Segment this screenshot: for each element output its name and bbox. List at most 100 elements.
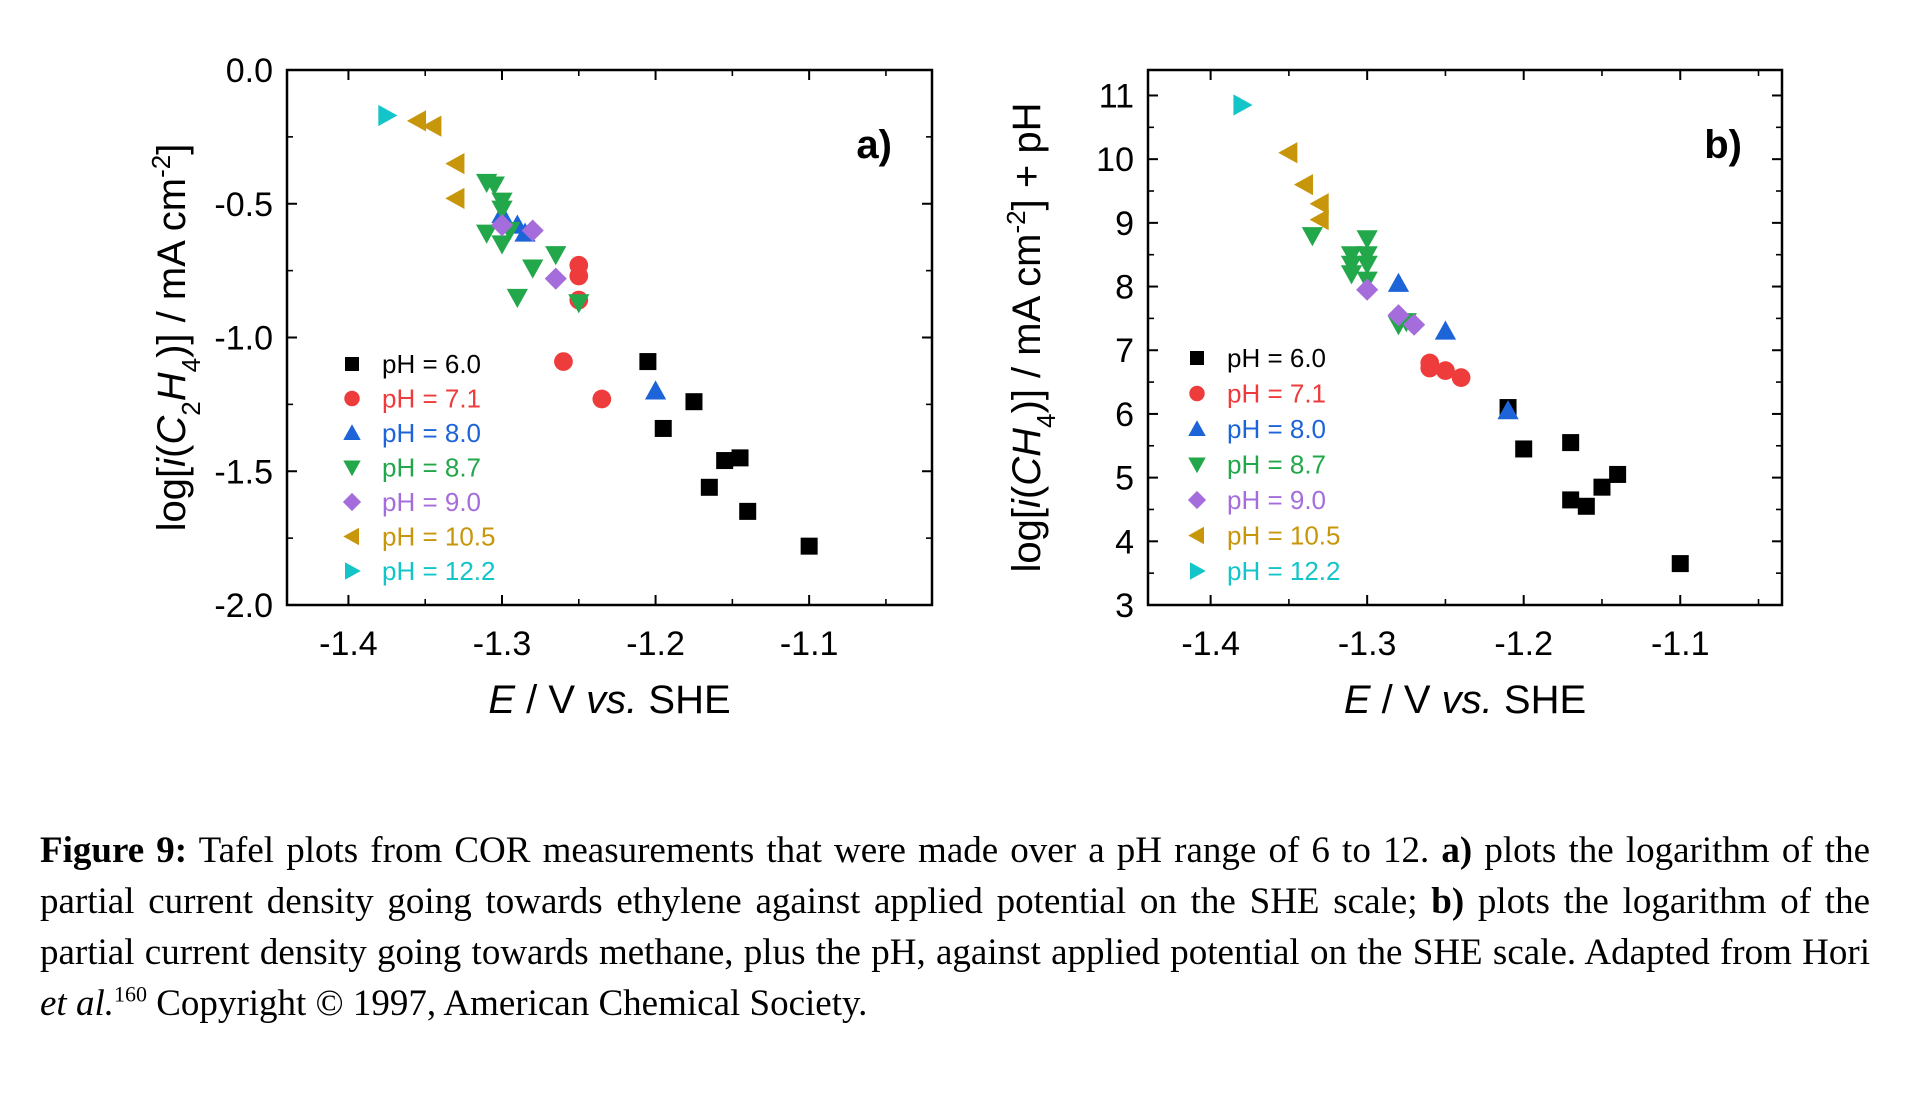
data-point [1278, 142, 1298, 164]
panel-a-ethylene-chart: -1.4 -1.3 -1.2 -1.1 -2.0 -1.5 -1.0 -0.5 0.0 a) E /… [146, 52, 934, 722]
legend-label-ph-8-0: pH = 8.0 [382, 418, 481, 448]
data-point [491, 200, 513, 220]
data-point [1577, 497, 1595, 515]
legend-label-ph-7-1: pH = 7.1 [382, 384, 481, 414]
data-point [654, 419, 672, 437]
series-ph-6-0 [639, 353, 818, 555]
data-point [1451, 368, 1471, 387]
x-tick-label: -1.3 [473, 625, 532, 663]
data-point [1609, 465, 1627, 483]
data-point [522, 259, 544, 279]
data-point [800, 537, 818, 555]
series-ph-8-7 [476, 173, 590, 314]
legend-label-ph-9-0: pH = 9.0 [382, 487, 481, 517]
legend-marker-ph-12-2 [345, 562, 361, 580]
caption-b-label: b) [1431, 881, 1465, 922]
panel-label: a) [856, 123, 892, 167]
x-tick-label: -1.1 [1651, 625, 1710, 663]
caption-figure-label: Figure 9: [40, 830, 188, 871]
panel-label: b) [1704, 123, 1742, 167]
data-point [506, 288, 528, 308]
series-ph-8-0 [1387, 272, 1519, 420]
legend: pH = 6.0 pH = 7.1 pH = 8.0 pH = 8.7 pH = 9.0… [1187, 343, 1340, 586]
y-tick-label: -1.0 [214, 320, 273, 358]
data-point [545, 246, 567, 266]
legend-marker-ph-8-7 [1188, 457, 1206, 474]
data-point [592, 389, 612, 409]
data-point [1293, 174, 1314, 196]
data-point [1434, 320, 1457, 340]
data-point [1387, 272, 1410, 292]
legend-marker-ph-8-7 [343, 460, 361, 477]
legend-marker-ph-8-0 [343, 424, 361, 440]
data-point [700, 478, 718, 496]
data-point [568, 294, 590, 314]
panel-b-methane-chart: -1.4 -1.3 -1.2 -1.1 3 4 5 6 7 8 9 10 11 b) E / V vs. S… [1001, 68, 1784, 722]
legend-label-ph-9-0: pH = 9.0 [1227, 485, 1326, 515]
caption-et-al: et al. [40, 983, 114, 1024]
data-point [490, 214, 514, 237]
x-tick-label: -1.3 [1338, 625, 1397, 663]
y-tick-label: 8 [1115, 269, 1134, 307]
y-tick-label: 9 [1115, 205, 1134, 243]
legend-label-ph-8-7: pH = 8.7 [382, 453, 481, 483]
figure-9-tafel-plots: -1.4 -1.3 -1.2 -1.1 -2.0 -1.5 -1.0 -0.5 0.0 a) E /… [146, 52, 1784, 722]
data-point [1233, 94, 1253, 116]
series-ph-12-2 [1233, 94, 1253, 116]
legend-label-ph-10-5: pH = 10.5 [382, 522, 495, 552]
legend-marker-ph-7-1 [1189, 385, 1205, 402]
series-ph-12-2 [378, 104, 398, 127]
data-point [378, 104, 398, 127]
data-point [1356, 278, 1379, 301]
legend-label-ph-7-1: pH = 7.1 [1227, 379, 1326, 409]
data-point [644, 380, 667, 400]
data-point [731, 449, 749, 467]
data-point [1436, 361, 1455, 380]
x-tick-label: -1.2 [1494, 625, 1553, 663]
y-tick-label: 5 [1115, 460, 1134, 498]
x-axis-label: E / V vs. SHE [1344, 678, 1586, 722]
series-ph-10-5 [406, 110, 465, 210]
legend-marker-ph-9-0 [1187, 490, 1207, 510]
data-point [445, 187, 465, 210]
x-tick-label: -1.4 [1181, 625, 1240, 663]
data-point [422, 115, 442, 137]
data-point [1309, 209, 1329, 231]
legend-label-ph-6-0: pH = 6.0 [382, 349, 481, 379]
data-point [1497, 400, 1519, 420]
data-point [544, 267, 567, 290]
data-point [1340, 265, 1363, 285]
data-point [1301, 227, 1323, 247]
data-point [1403, 313, 1426, 336]
y-tick-label: -2.0 [214, 587, 273, 625]
data-point [406, 110, 427, 132]
y-tick-label: 0.0 [226, 52, 273, 90]
data-point [1356, 255, 1378, 275]
legend-marker-ph-6-0 [1190, 351, 1204, 365]
data-point [1593, 478, 1611, 496]
caption-text-2: plots the logarithm of the partial curre… [40, 830, 1870, 922]
y-tick-label: 11 [1099, 77, 1134, 115]
data-point [569, 266, 589, 286]
caption-ref-number: 160 [113, 981, 147, 1007]
data-point [1356, 230, 1378, 250]
legend: pH = 6.0 pH = 7.1 pH = 8.0 pH = 8.7 pH = 9.0… [342, 349, 495, 586]
data-point [521, 219, 544, 242]
y-tick-label: 6 [1115, 396, 1134, 434]
legend-marker-ph-6-0 [345, 357, 359, 371]
legend-marker-ph-8-0 [1188, 420, 1206, 436]
legend-marker-ph-10-5 [343, 527, 359, 546]
x-tick-label: -1.1 [780, 625, 839, 663]
data-point [483, 176, 505, 196]
y-tick-label: 4 [1115, 523, 1134, 561]
y-axis-label: log[i(CH4)] / mA cm-2] + pH [1001, 103, 1061, 573]
y-tick-label: 10 [1096, 141, 1134, 179]
y-tick-label: -0.5 [214, 186, 273, 224]
legend-label-ph-10-5: pH = 10.5 [1227, 521, 1340, 551]
series-ph-9-0 [490, 214, 567, 290]
data-point [554, 352, 573, 371]
data-point [739, 502, 757, 520]
series-ph-9-0 [1356, 278, 1426, 336]
plot-frame [1146, 68, 1784, 607]
legend-marker-ph-9-0 [342, 492, 362, 512]
